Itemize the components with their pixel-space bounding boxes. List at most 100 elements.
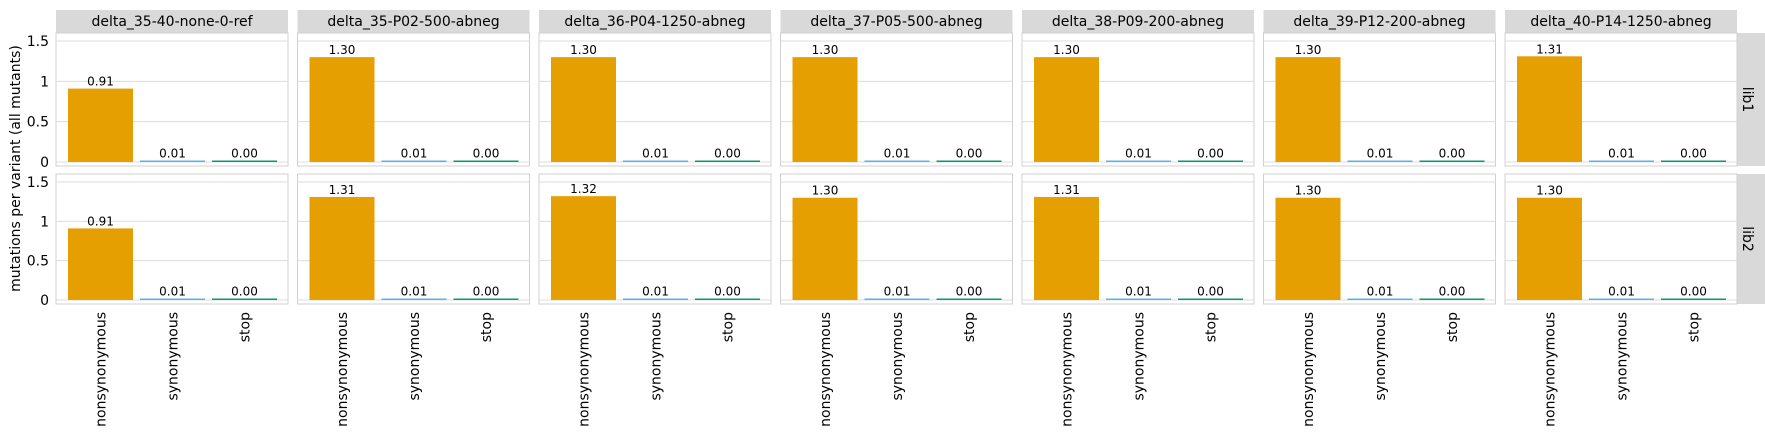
bar-stop xyxy=(453,298,519,300)
bar-nonsynonymous xyxy=(68,88,133,162)
x-tick-label: synonymous xyxy=(1615,312,1631,401)
y-tick-label: 1.5 xyxy=(27,34,49,50)
data-label: 1.31 xyxy=(1053,183,1080,197)
bar-synonymous xyxy=(140,298,205,300)
x-tick-label: stop xyxy=(1687,312,1703,342)
facet-strip-label: delta_36-P04-1250-abneg xyxy=(564,14,745,30)
bar-synonymous xyxy=(864,298,930,300)
y-tick-label: 0 xyxy=(40,155,49,171)
bar-nonsynonymous xyxy=(1034,196,1099,300)
x-tick-label: nonsynonymous xyxy=(818,312,834,427)
x-tick-label: nonsynonymous xyxy=(94,312,110,427)
data-label: 1.30 xyxy=(329,43,356,57)
facet-strip-row-label: lib1 xyxy=(1739,87,1755,113)
data-label: 0.01 xyxy=(884,285,911,299)
data-label: 1.30 xyxy=(812,184,839,198)
bar-stop xyxy=(1178,298,1243,300)
data-label: 1.30 xyxy=(1295,43,1322,57)
x-tick-label: nonsynonymous xyxy=(335,312,351,427)
data-label: 1.31 xyxy=(1536,42,1563,56)
data-label: 0.01 xyxy=(1367,147,1394,161)
data-label: 0.00 xyxy=(473,285,500,299)
bar-nonsynonymous xyxy=(792,197,858,300)
y-tick-label: 0.5 xyxy=(27,254,49,270)
bar-nonsynonymous xyxy=(551,57,616,163)
bar-synonymous xyxy=(864,160,930,162)
x-tick-label: nonsynonymous xyxy=(1060,312,1076,427)
data-label: 0.00 xyxy=(1680,285,1707,299)
data-label: 0.01 xyxy=(1608,147,1635,161)
x-tick-label: synonymous xyxy=(890,312,906,401)
bar-stop xyxy=(1419,160,1485,162)
data-label: 1.31 xyxy=(329,183,356,197)
bar-synonymous xyxy=(1106,160,1171,162)
y-axis-title: mutations per variant (all mutants) xyxy=(8,45,24,292)
bar-nonsynonymous xyxy=(1275,57,1341,163)
x-tick-label: nonsynonymous xyxy=(577,312,593,427)
bar-synonymous xyxy=(381,298,447,300)
data-label: 0.00 xyxy=(1439,147,1466,161)
data-label: 0.01 xyxy=(1608,285,1635,299)
bar-synonymous xyxy=(1347,160,1413,162)
bar-nonsynonymous xyxy=(1275,197,1341,300)
data-label: 1.30 xyxy=(570,43,597,57)
bar-nonsynonymous xyxy=(309,57,375,163)
facet-strip-label: delta_37-P05-500-abneg xyxy=(810,14,982,30)
y-tick-label: 0 xyxy=(40,293,49,309)
bar-stop xyxy=(1661,298,1726,300)
data-label: 1.30 xyxy=(1536,184,1563,198)
bar-stop xyxy=(453,160,519,162)
x-tick-label: stop xyxy=(238,312,254,342)
facet-strip-label: delta_35-40-none-0-ref xyxy=(91,14,253,30)
data-label: 0.01 xyxy=(1367,285,1394,299)
facet-strip-column xyxy=(1263,10,1496,33)
data-label: 0.00 xyxy=(1197,147,1224,161)
facet-strip-row-label: lib2 xyxy=(1739,226,1755,252)
data-label: 0.01 xyxy=(401,285,428,299)
bar-synonymous xyxy=(1106,298,1171,300)
bar-synonymous xyxy=(381,160,447,162)
facet-strip-column xyxy=(1505,10,1737,33)
bar-nonsynonymous xyxy=(792,57,858,163)
bar-stop xyxy=(1419,298,1485,300)
data-label: 0.00 xyxy=(956,147,983,161)
x-tick-label: synonymous xyxy=(1132,312,1148,401)
bar-nonsynonymous xyxy=(1517,197,1582,300)
x-tick-label: synonymous xyxy=(407,312,423,401)
data-label: 0.00 xyxy=(1197,285,1224,299)
facet-strip-column xyxy=(1022,10,1254,33)
x-tick-label: synonymous xyxy=(166,312,182,401)
x-tick-label: synonymous xyxy=(1373,312,1389,401)
data-label: 0.01 xyxy=(1125,147,1152,161)
data-label: 0.91 xyxy=(87,214,114,228)
data-label: 1.32 xyxy=(570,182,597,196)
x-tick-label: nonsynonymous xyxy=(1301,312,1317,427)
bar-synonymous xyxy=(1347,298,1413,300)
data-label: 0.01 xyxy=(642,285,669,299)
bar-stop xyxy=(936,298,1002,300)
bar-synonymous xyxy=(623,160,688,162)
facet-strip-label: delta_35-P02-500-abneg xyxy=(327,14,499,30)
data-label: 0.01 xyxy=(1125,285,1152,299)
data-label: 0.01 xyxy=(401,147,428,161)
facet-strip-column xyxy=(780,10,1013,33)
bar-stop xyxy=(212,298,277,300)
bar-synonymous xyxy=(1589,298,1654,300)
data-label: 0.00 xyxy=(1680,147,1707,161)
facet-strip-label: delta_40-P14-1250-abneg xyxy=(1530,14,1711,30)
data-label: 1.30 xyxy=(1053,43,1080,57)
data-label: 0.00 xyxy=(714,147,741,161)
y-tick-label: 1 xyxy=(40,214,49,230)
x-tick-label: synonymous xyxy=(649,312,665,401)
bar-stop xyxy=(1661,160,1726,162)
bar-nonsynonymous xyxy=(1517,56,1582,162)
data-label: 0.00 xyxy=(231,285,258,299)
bar-stop xyxy=(936,160,1002,162)
bar-synonymous xyxy=(140,160,205,162)
data-label: 0.01 xyxy=(159,285,186,299)
facet-strip-label: delta_39-P12-200-abneg xyxy=(1293,14,1465,30)
bar-synonymous xyxy=(1589,160,1654,162)
bar-nonsynonymous xyxy=(309,196,375,300)
bar-synonymous xyxy=(623,298,688,300)
